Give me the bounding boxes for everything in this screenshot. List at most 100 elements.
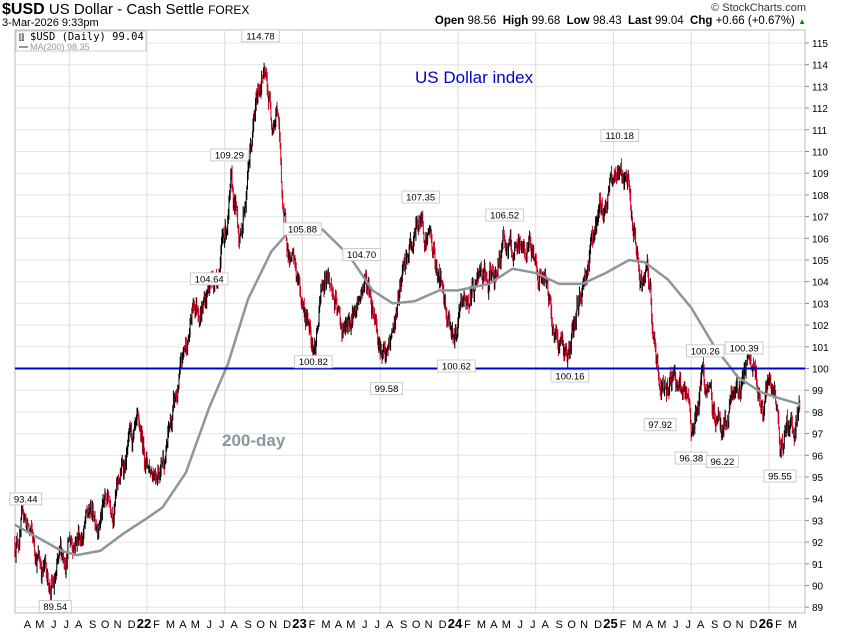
x-tick-label: 23 [292, 616, 306, 631]
price-label: 107.35 [406, 193, 435, 204]
y-tick-label: 94 [812, 495, 824, 506]
y-tick-label: 108 [812, 191, 829, 202]
exchange: FOREX [208, 3, 250, 17]
x-tick-label: M [632, 619, 641, 631]
last-label: Last [628, 15, 652, 27]
open-value: 98.56 [467, 15, 497, 27]
x-tick-label: O [412, 619, 421, 631]
high-value: 99.68 [531, 15, 561, 27]
x-tick-label: S [711, 619, 718, 631]
price-label: 100.26 [691, 346, 720, 357]
x-tick-label: A [335, 619, 343, 631]
x-tick-label: J [219, 619, 225, 631]
price-label: 109.29 [215, 150, 244, 161]
price-label: 96.22 [710, 457, 734, 468]
x-tick-label: 25 [603, 616, 617, 631]
y-tick-label: 111 [812, 126, 828, 137]
x-tick-label: M [166, 619, 175, 631]
price-label-box [283, 222, 322, 236]
y-tick-label: 112 [812, 104, 828, 115]
x-tick-label: D [439, 619, 447, 631]
y-tick-label: 92 [812, 538, 824, 549]
x-tick-label: S [89, 619, 96, 631]
y-tick-label: 114 [812, 61, 828, 72]
symbol-title: $USD US Dollar - Cash Settle FOREX [2, 1, 249, 19]
price-label-box [401, 190, 440, 204]
x-tick-label: S [556, 619, 563, 631]
x-tick-label: 24 [448, 616, 463, 631]
chg-value: +0.66 (+0.67%) [715, 15, 795, 27]
x-tick-label: 26 [759, 616, 773, 631]
x-tick-label: F [775, 619, 782, 631]
y-tick-label: 115 [812, 39, 828, 50]
x-tick-label: J [362, 619, 368, 631]
x-tick-label: A [231, 619, 239, 631]
legend-price: $USD (Daily) 99.04 [30, 31, 144, 43]
x-tick-label: M [657, 619, 666, 631]
price-label-box [241, 29, 280, 43]
price-label-box [369, 382, 403, 396]
price-label: 100.16 [555, 372, 584, 383]
x-tick-label: M [788, 619, 797, 631]
x-tick-label: A [697, 619, 705, 631]
x-tick-label: F [464, 619, 471, 631]
y-tick-label: 89 [812, 603, 824, 614]
y-tick-label: 97 [812, 430, 824, 441]
triangle-up-icon: ▲ [798, 17, 806, 26]
price-label: 97.92 [648, 420, 672, 431]
high-label: High [502, 15, 529, 27]
price-label: 100.39 [730, 344, 759, 355]
y-tick-label: 107 [812, 213, 829, 224]
instrument-name: US Dollar - Cash Settle [48, 1, 204, 18]
y-tick-label: 104 [812, 278, 829, 289]
x-tick-label: S [400, 619, 407, 631]
y-tick-label: 105 [812, 256, 829, 267]
price-label-box [38, 599, 72, 613]
x-tick-label: F [620, 619, 627, 631]
y-tick-label: 91 [812, 560, 824, 571]
price-label-box [437, 359, 476, 373]
x-tick-label: D [750, 619, 758, 631]
x-tick-label: J [375, 619, 381, 631]
price-label-box [189, 272, 229, 286]
x-tick-label: N [736, 619, 744, 631]
x-tick-label: A [75, 619, 83, 631]
x-tick-label: F [309, 619, 316, 631]
price-label: 96.38 [679, 454, 703, 465]
brand: © StockCharts.com [711, 2, 806, 14]
x-tick-label: A [542, 619, 550, 631]
x-tick-label: J [64, 619, 70, 631]
y-tick-label: 99 [812, 386, 824, 397]
x-tick-label: O [567, 619, 576, 631]
legend-box [15, 30, 147, 52]
open-label: Open [434, 15, 465, 27]
price-label: 105.88 [288, 224, 317, 235]
ma-annotation: 200-day [222, 431, 286, 450]
x-tick-label: M [502, 619, 511, 631]
x-tick-label: J [673, 619, 679, 631]
price-label: 95.55 [768, 472, 792, 483]
x-tick-label: O [256, 619, 265, 631]
x-tick-label: M [191, 619, 200, 631]
ohlc-bar-icon: ⫿⫿ [19, 33, 25, 42]
price-label-box [294, 355, 333, 369]
chart-title: US Dollar index [415, 68, 534, 87]
x-tick-label: A [386, 619, 394, 631]
y-tick-label: 106 [812, 234, 829, 245]
price-label-box [643, 418, 677, 432]
price-label-box [763, 469, 797, 483]
y-tick-label: 95 [812, 473, 824, 484]
y-tick-label: 100 [812, 365, 829, 376]
x-tick-label: A [646, 619, 654, 631]
price-label-box [485, 208, 524, 222]
y-tick-label: 103 [812, 299, 829, 310]
price-label: 106.52 [490, 211, 519, 222]
datetime: 3-Mar-2026 9:33pm [2, 17, 99, 29]
x-tick-label: F [153, 619, 160, 631]
y-tick-label: 110 [812, 148, 828, 159]
chg-label: Chg [690, 15, 713, 27]
legend-ma: MA(200) 98.35 [30, 42, 90, 52]
x-tick-label: A [179, 619, 187, 631]
